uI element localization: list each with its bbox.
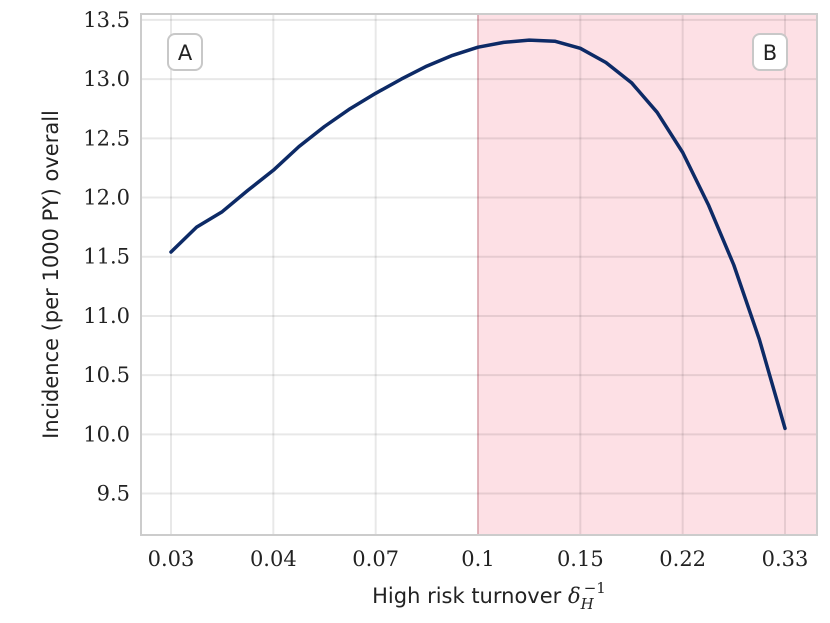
y-tick-label: 12.0 bbox=[83, 186, 130, 210]
region-a-label: A bbox=[178, 41, 193, 65]
y-tick-label: 10.0 bbox=[83, 422, 130, 446]
x-tick-label: 0.22 bbox=[659, 547, 706, 571]
y-axis-title: Incidence (per 1000 PY) overall bbox=[39, 110, 63, 439]
x-tick-label: 0.04 bbox=[250, 547, 297, 571]
y-tick-label: 10.5 bbox=[83, 363, 130, 387]
y-tick-label: 12.5 bbox=[83, 126, 130, 150]
region-a-label-box bbox=[167, 33, 203, 71]
y-tick-label: 9.5 bbox=[97, 482, 130, 506]
tick-label-layer: 0.03 0.04 0.07 0.1 0.15 0.22 0.33 9.5 10.0 10.5 11… bbox=[83, 8, 808, 571]
region-a-background bbox=[141, 14, 478, 535]
region-b-background bbox=[478, 14, 817, 535]
grid-layer bbox=[141, 14, 817, 535]
series-layer bbox=[169, 38, 787, 431]
x-axis-title: High risk turnover δH−1 bbox=[372, 579, 606, 613]
x-tick-label: 0.07 bbox=[352, 547, 399, 571]
y-tick-label: 11.0 bbox=[83, 304, 130, 328]
y-tick-label: 13.0 bbox=[83, 67, 130, 91]
x-tick-label: 0.33 bbox=[762, 547, 809, 571]
x-tick-label: 0.1 bbox=[461, 547, 494, 571]
region-b-label: B bbox=[763, 41, 777, 65]
y-tick-label: 13.5 bbox=[83, 8, 130, 32]
plot-frame bbox=[140, 13, 818, 536]
x-tick-label: 0.15 bbox=[557, 547, 604, 571]
series-line bbox=[169, 38, 787, 431]
y-tick-label: 11.5 bbox=[83, 245, 130, 269]
region-b-label-box bbox=[752, 33, 788, 71]
x-tick-label: 0.03 bbox=[148, 547, 195, 571]
